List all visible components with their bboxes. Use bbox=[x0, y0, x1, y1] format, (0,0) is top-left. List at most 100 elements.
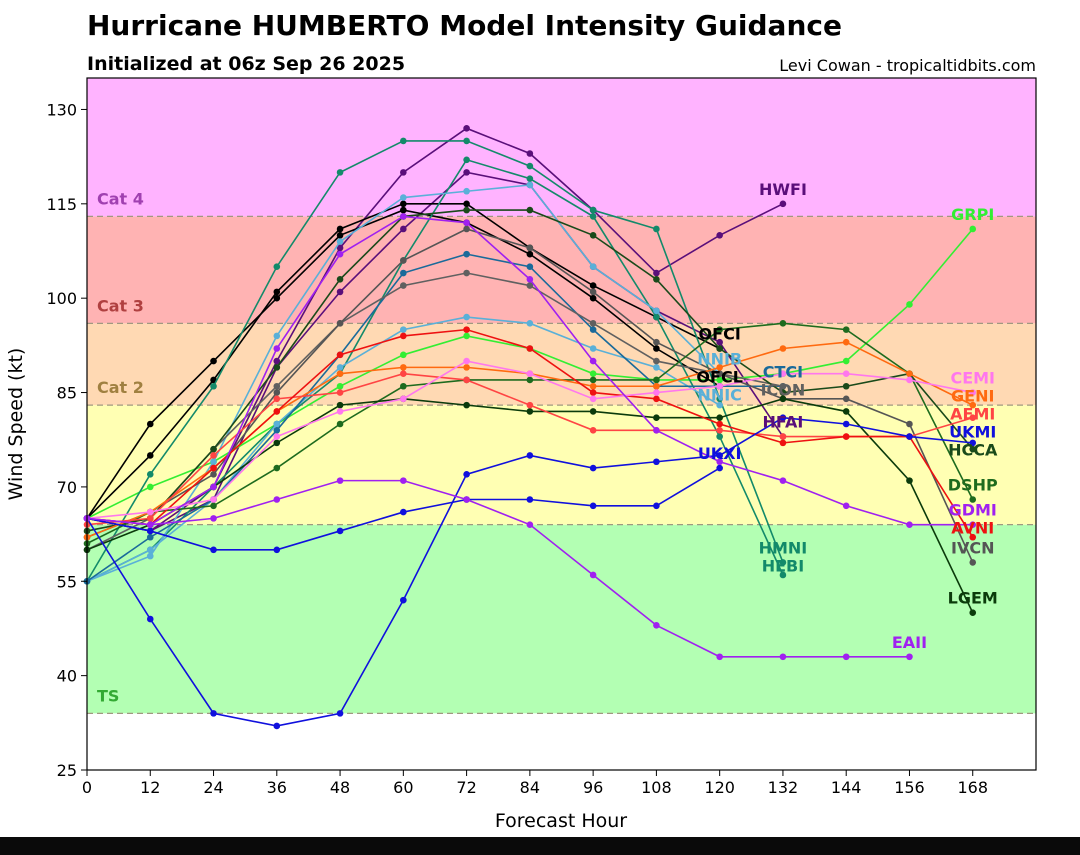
y-axis-label: Wind Speed (kt) bbox=[5, 348, 27, 501]
data-point bbox=[526, 496, 534, 503]
data-point bbox=[336, 351, 344, 359]
data-point bbox=[716, 338, 723, 346]
data-point bbox=[400, 370, 407, 377]
data-point bbox=[969, 559, 977, 566]
data-point bbox=[716, 414, 723, 422]
data-point bbox=[146, 552, 154, 560]
data-point bbox=[526, 244, 534, 252]
data-point bbox=[526, 175, 534, 182]
data-point bbox=[146, 420, 154, 428]
x-tick-label: 36 bbox=[267, 778, 287, 797]
data-point bbox=[842, 395, 850, 403]
data-point bbox=[589, 320, 597, 327]
data-point bbox=[779, 439, 787, 447]
data-point bbox=[653, 313, 660, 321]
data-point bbox=[463, 471, 470, 478]
data-point bbox=[146, 483, 154, 491]
data-point bbox=[842, 653, 850, 661]
data-point bbox=[589, 206, 597, 214]
data-point bbox=[336, 389, 344, 396]
y-tick-label: 85 bbox=[57, 384, 77, 403]
data-point bbox=[969, 389, 977, 396]
data-point bbox=[589, 376, 597, 384]
x-axis: 0 12 24 36 48 60 72 84 96 108 120 132 144 156 168 bbox=[82, 770, 988, 797]
data-point bbox=[463, 332, 470, 340]
data-point bbox=[526, 250, 534, 258]
data-point bbox=[653, 395, 660, 403]
data-point bbox=[400, 169, 407, 176]
data-point bbox=[400, 225, 407, 233]
data-point bbox=[210, 710, 217, 717]
data-point bbox=[906, 301, 913, 308]
series-line-hwfi bbox=[86, 127, 784, 532]
data-point bbox=[273, 357, 281, 365]
data-point bbox=[210, 357, 217, 365]
data-point bbox=[400, 332, 407, 340]
data-point bbox=[653, 458, 660, 466]
x-tick-label: 72 bbox=[456, 778, 476, 797]
data-point bbox=[400, 596, 407, 604]
data-point bbox=[463, 326, 470, 333]
data-point bbox=[273, 288, 281, 296]
data-point bbox=[969, 521, 977, 528]
data-point bbox=[463, 364, 470, 371]
data-point bbox=[716, 426, 723, 434]
data-point bbox=[146, 508, 154, 516]
data-point bbox=[210, 502, 217, 510]
series-label-gdmi: GDMI bbox=[949, 501, 997, 520]
data-point bbox=[463, 200, 470, 208]
data-point bbox=[969, 414, 977, 422]
data-point bbox=[589, 464, 597, 472]
x-tick-label: 96 bbox=[583, 778, 603, 797]
data-point bbox=[146, 471, 154, 478]
data-point bbox=[969, 533, 977, 541]
series-label-ofci: OFCI bbox=[699, 325, 741, 344]
data-point bbox=[463, 219, 470, 226]
data-point bbox=[400, 282, 407, 289]
data-point bbox=[273, 464, 281, 472]
data-point bbox=[400, 326, 407, 333]
data-point bbox=[400, 269, 407, 277]
data-point bbox=[336, 477, 344, 484]
data-point bbox=[273, 426, 281, 434]
data-point bbox=[906, 420, 913, 428]
data-point bbox=[969, 225, 977, 233]
x-tick-label: 48 bbox=[330, 778, 350, 797]
data-point bbox=[842, 326, 850, 333]
data-point bbox=[526, 521, 534, 528]
x-tick-label: 12 bbox=[140, 778, 160, 797]
data-point bbox=[273, 263, 281, 271]
x-tick-label: 24 bbox=[203, 778, 223, 797]
data-point bbox=[842, 357, 850, 365]
x-tick-label: 60 bbox=[393, 778, 413, 797]
data-point bbox=[526, 345, 534, 352]
data-point bbox=[653, 225, 660, 233]
y-tick-label: 70 bbox=[57, 478, 77, 497]
data-point bbox=[400, 351, 407, 359]
data-point bbox=[526, 408, 534, 415]
data-point bbox=[589, 408, 597, 415]
data-point bbox=[273, 382, 281, 390]
data-point bbox=[336, 408, 344, 415]
data-point bbox=[906, 653, 913, 661]
data-point bbox=[336, 244, 344, 252]
data-point bbox=[589, 571, 597, 579]
band-4 bbox=[87, 78, 1036, 217]
x-tick-label: 120 bbox=[704, 778, 735, 797]
data-point bbox=[273, 332, 281, 340]
data-point bbox=[716, 458, 723, 466]
data-point bbox=[842, 338, 850, 346]
data-point bbox=[273, 439, 281, 447]
series-label-hwfi: HWFI bbox=[759, 180, 807, 199]
data-point bbox=[906, 376, 913, 384]
series-label-lgem: LGEM bbox=[948, 589, 998, 608]
data-point bbox=[779, 370, 787, 377]
data-point bbox=[589, 389, 597, 396]
series-line-hebi bbox=[86, 158, 784, 582]
data-point bbox=[716, 401, 723, 409]
data-point bbox=[210, 382, 217, 390]
data-point bbox=[273, 408, 281, 415]
data-point bbox=[779, 395, 787, 403]
data-point bbox=[969, 445, 977, 453]
data-point bbox=[336, 238, 344, 245]
